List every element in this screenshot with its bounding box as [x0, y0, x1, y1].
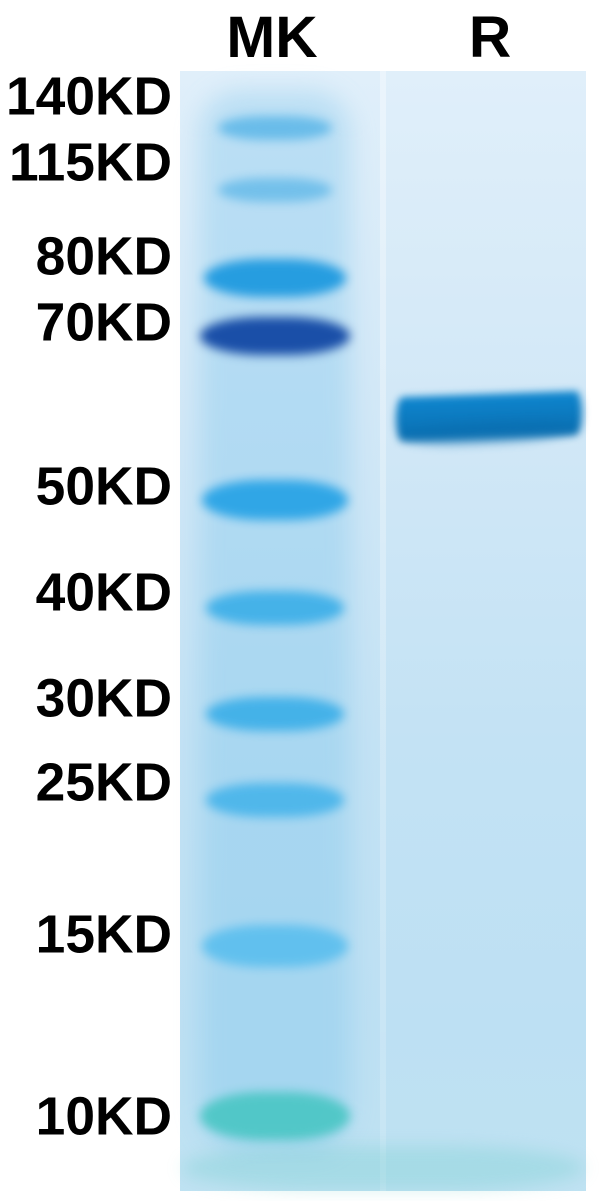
mw-label-30kd: 30KD [36, 668, 172, 729]
lane-divider [380, 71, 386, 1191]
gel-figure: MK R 140KD 115KD 80KD 70KD 50KD 40KD 30K… [0, 0, 600, 1201]
gel-area [180, 71, 586, 1191]
marker-band-140kd [218, 116, 332, 140]
mw-label-10kd: 10KD [36, 1086, 172, 1147]
lane-header-mk: MK [212, 4, 332, 71]
mw-label-15kd: 15KD [36, 904, 172, 965]
mw-label-115kd: 115KD [9, 132, 172, 193]
marker-band-10kd [200, 1092, 350, 1140]
lane-header-r: R [450, 4, 530, 71]
mw-label-80kd: 80KD [36, 226, 172, 287]
marker-band-70kd [200, 317, 350, 355]
mw-label-25kd: 25KD [36, 752, 172, 813]
dye-front [182, 1146, 584, 1190]
marker-band-25kd [206, 783, 344, 817]
mw-label-140kd: 140KD [6, 66, 172, 127]
marker-band-15kd [202, 925, 348, 967]
marker-band-40kd [206, 591, 344, 625]
marker-band-80kd [204, 259, 346, 297]
mw-label-70kd: 70KD [36, 292, 172, 353]
marker-band-115kd [218, 178, 332, 202]
mw-label-50kd: 50KD [36, 456, 172, 517]
marker-band-30kd [206, 697, 344, 731]
marker-band-50kd [202, 480, 348, 520]
mw-label-40kd: 40KD [36, 562, 172, 623]
